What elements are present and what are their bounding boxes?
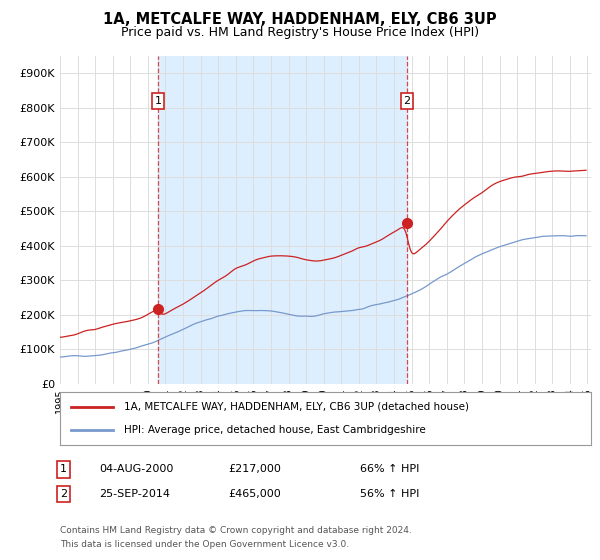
- Text: 1A, METCALFE WAY, HADDENHAM, ELY, CB6 3UP: 1A, METCALFE WAY, HADDENHAM, ELY, CB6 3U…: [103, 12, 497, 27]
- Text: Contains HM Land Registry data © Crown copyright and database right 2024.
This d: Contains HM Land Registry data © Crown c…: [60, 526, 412, 549]
- Bar: [158, 56, 407, 384]
- Text: 56% ↑ HPI: 56% ↑ HPI: [360, 489, 419, 499]
- Text: £465,000: £465,000: [228, 489, 281, 499]
- Text: £217,000: £217,000: [228, 464, 281, 474]
- Text: 66% ↑ HPI: 66% ↑ HPI: [360, 464, 419, 474]
- Text: 25-SEP-2014: 25-SEP-2014: [99, 489, 170, 499]
- Text: Price paid vs. HM Land Registry's House Price Index (HPI): Price paid vs. HM Land Registry's House …: [121, 26, 479, 39]
- Text: 2: 2: [403, 96, 410, 106]
- Text: 1: 1: [155, 96, 161, 106]
- Text: 2: 2: [60, 489, 67, 499]
- Text: HPI: Average price, detached house, East Cambridgeshire: HPI: Average price, detached house, East…: [124, 425, 425, 435]
- Text: 1A, METCALFE WAY, HADDENHAM, ELY, CB6 3UP (detached house): 1A, METCALFE WAY, HADDENHAM, ELY, CB6 3U…: [124, 402, 469, 412]
- Text: 1: 1: [60, 464, 67, 474]
- Text: 04-AUG-2000: 04-AUG-2000: [99, 464, 173, 474]
